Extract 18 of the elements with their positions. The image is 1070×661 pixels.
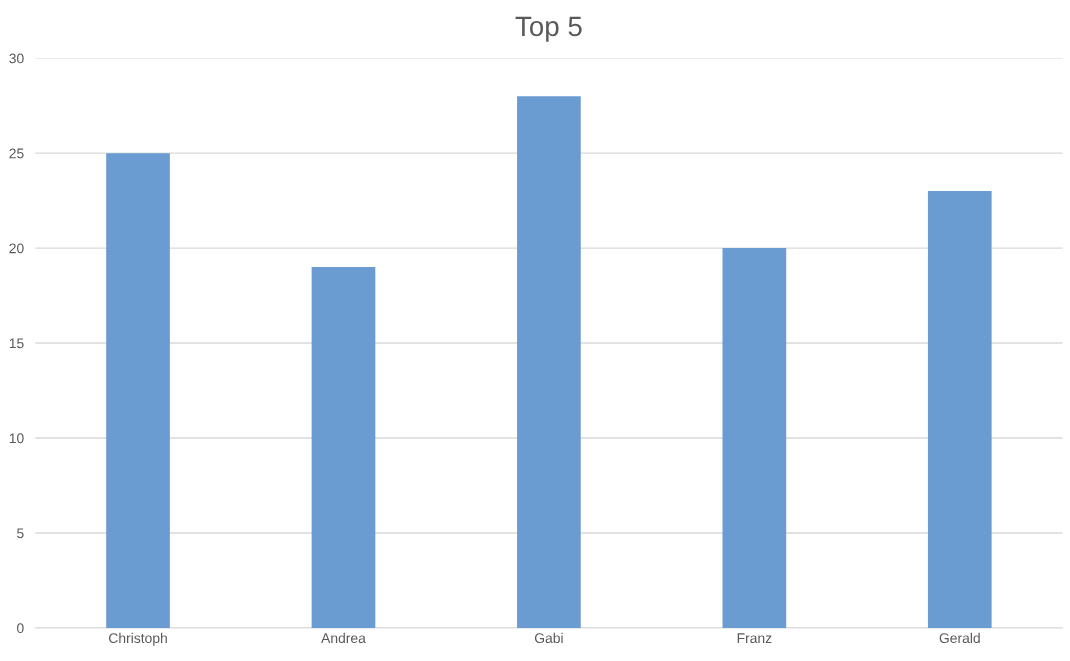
bar: [927, 191, 992, 628]
y-tick-label: 15: [9, 338, 24, 349]
y-tick-label: 10: [9, 433, 24, 444]
y-tick-label: 5: [17, 528, 24, 539]
bar: [517, 96, 581, 628]
bar: [722, 248, 787, 628]
x-tick-label: Gabi: [534, 632, 563, 644]
x-tick-label: Christoph: [109, 632, 167, 646]
bar: [106, 153, 170, 628]
y-tick-label: 20: [9, 243, 24, 254]
bar: [311, 267, 376, 628]
x-tick-label: Gerald: [939, 632, 980, 644]
x-tick-label: Andrea: [321, 632, 366, 644]
x-tick-label: Franz: [737, 633, 772, 644]
y-tick-label: 25: [9, 148, 24, 159]
y-tick-label: 30: [9, 53, 24, 64]
y-tick-label: 0: [17, 623, 24, 634]
chart-title: Top 5: [515, 16, 582, 42]
